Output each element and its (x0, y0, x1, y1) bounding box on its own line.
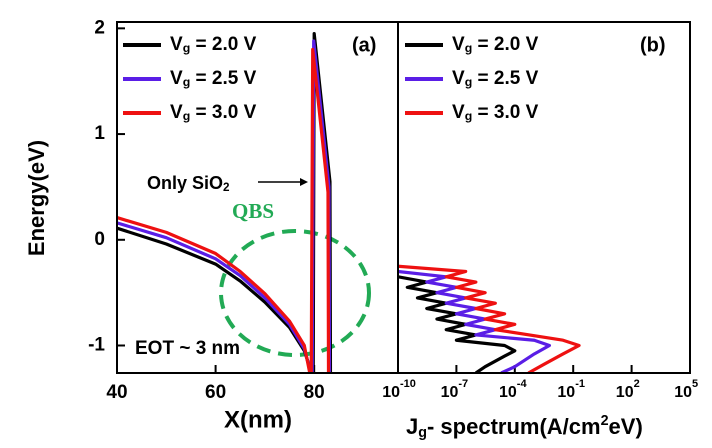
x-tick-exponent: 5 (692, 378, 698, 390)
x-tick-label: 10 (499, 384, 517, 401)
x-tick-label: 10 (557, 384, 575, 401)
plot-area (398, 264, 581, 373)
plot-frame (397, 21, 691, 374)
x-tick-exponent: -4 (517, 378, 528, 390)
panel-label: (b) (640, 34, 666, 56)
series-line (398, 275, 517, 373)
annotation: Only SiO2 (147, 173, 230, 195)
legend-label: Vg = 2.0 V (452, 34, 539, 55)
series-line (398, 269, 552, 373)
x-tick-exponent: -10 (400, 378, 416, 390)
y-tick-label: 2 (94, 17, 105, 38)
x-tick-label: 10 (382, 384, 400, 401)
y-tick-label: 1 (94, 123, 105, 144)
legend-label: Vg = 2.5 V (170, 68, 257, 89)
annotation: EOT ~ 3 nm (135, 338, 240, 359)
x-tick-label: 10 (616, 384, 634, 401)
x-tick-label: 60 (205, 382, 226, 403)
y-axis-label: Energy(eV) (24, 140, 49, 256)
legend-label: Vg = 3.0 V (452, 102, 539, 123)
x-tick-label: 10 (674, 384, 692, 401)
y-tick-label: -1 (88, 335, 105, 356)
x-axis-label: Jg- spectrum(A/cm2eV) (406, 413, 643, 440)
series-line (117, 47, 331, 373)
x-tick-label: 10 (441, 384, 459, 401)
highlight-ellipse (219, 229, 371, 357)
x-tick-exponent: -1 (575, 378, 585, 390)
series-line (398, 264, 581, 373)
annotation: QBS (232, 199, 274, 223)
legend-label: Vg = 2.5 V (452, 68, 539, 89)
plot-area (117, 32, 333, 373)
x-tick-label: 80 (304, 382, 325, 403)
x-tick-label: 40 (106, 382, 127, 403)
x-axis-label: X(nm) (224, 406, 292, 433)
y-tick-label: 0 (94, 229, 105, 250)
legend-label: Vg = 3.0 V (170, 102, 257, 123)
plot-frame (116, 21, 399, 374)
panel-label: (a) (352, 34, 376, 56)
x-tick-exponent: -7 (458, 378, 468, 390)
x-tick-exponent: 2 (634, 378, 640, 390)
legend-label: Vg = 2.0 V (170, 34, 257, 55)
arrow-head (300, 178, 308, 186)
series-line (117, 39, 332, 373)
